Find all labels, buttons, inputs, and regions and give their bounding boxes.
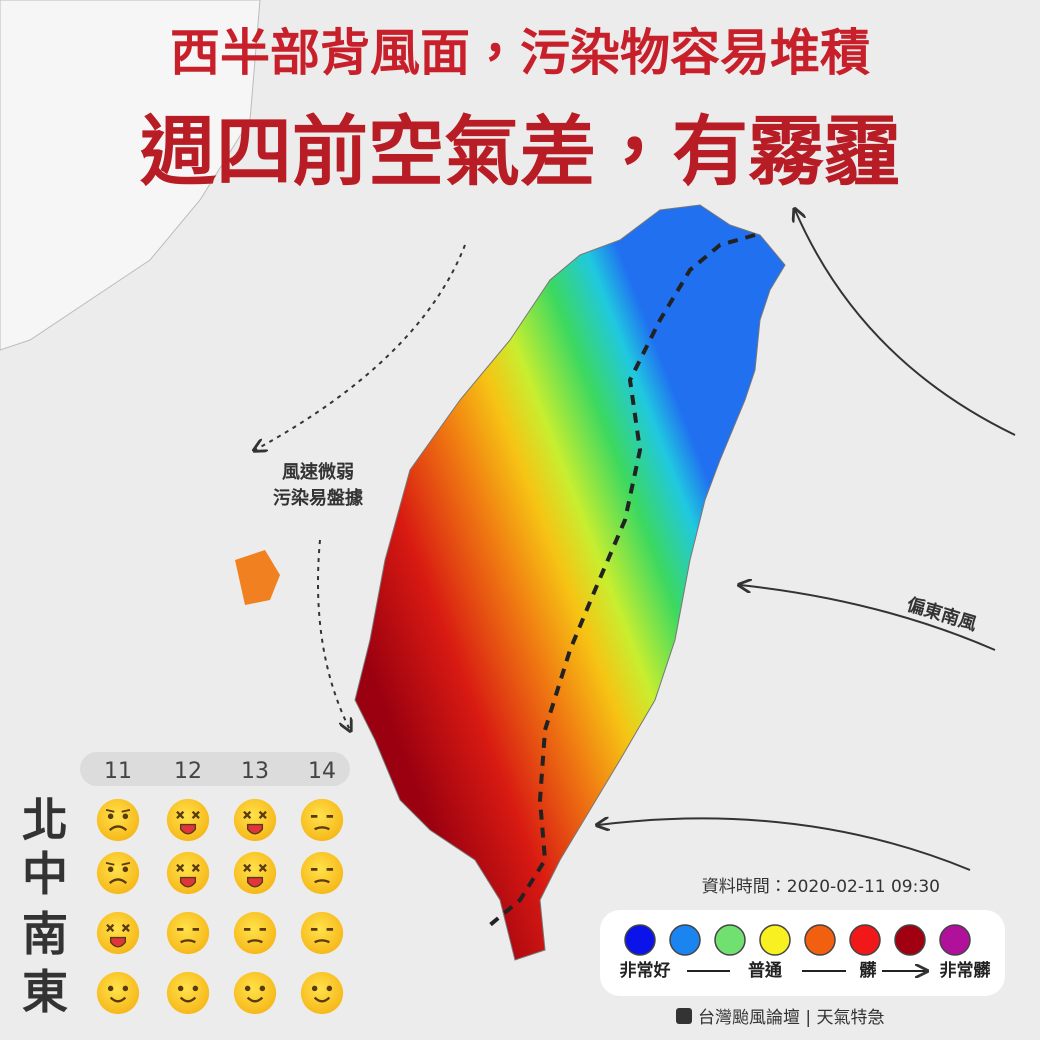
wind-arrow [740, 585, 996, 651]
region-label: 中 [22, 847, 68, 901]
wind-arrow [255, 244, 466, 450]
wind-arrow [317, 539, 350, 730]
region-label: 北 [22, 793, 68, 847]
face [299, 797, 345, 843]
face [232, 850, 278, 896]
face [165, 797, 211, 843]
legend-label: 髒 [860, 961, 877, 981]
day-label: 13 [241, 759, 269, 784]
legend-label: 非常好 [620, 960, 671, 981]
wind-arrow [795, 210, 1016, 436]
day-header-bar [80, 752, 350, 786]
face [232, 970, 278, 1016]
face [232, 910, 278, 956]
wind-arrow [598, 818, 971, 871]
face [299, 850, 345, 896]
face [299, 970, 345, 1016]
region-label: 東 [22, 965, 68, 1019]
annotation: 風速微弱 [282, 461, 354, 483]
penghu [235, 550, 280, 605]
face [95, 910, 141, 956]
face [165, 970, 211, 1016]
facebook-icon [676, 1008, 692, 1024]
face [232, 797, 278, 843]
data-time: 資料時間：2020-02-11 09:30 [702, 877, 940, 897]
region-label: 南 [22, 907, 68, 961]
face [165, 850, 211, 896]
day-label: 12 [174, 759, 202, 784]
day-label: 14 [308, 759, 336, 784]
day-label: 11 [104, 759, 132, 784]
face [299, 910, 345, 956]
legend-box [600, 910, 1005, 996]
ridge-line [488, 233, 756, 927]
footer: 台灣颱風論壇 | 天氣特急 [698, 1008, 885, 1028]
legend-label: 非常髒 [940, 960, 991, 981]
legend-label: 普通 [748, 960, 783, 981]
legend-swatches [624, 924, 971, 956]
face [95, 850, 141, 896]
annotation: 污染易盤據 [273, 487, 364, 509]
face [95, 797, 141, 843]
face [95, 970, 141, 1016]
title-line-1: 西半部背風面，污染物容易堆積 [170, 24, 870, 82]
face-grid [95, 797, 345, 1016]
title-line-2: 週四前空氣差，有霧霾 [140, 107, 900, 196]
face [165, 910, 211, 956]
taiwan-map [354, 204, 786, 961]
mainland [0, 0, 261, 351]
